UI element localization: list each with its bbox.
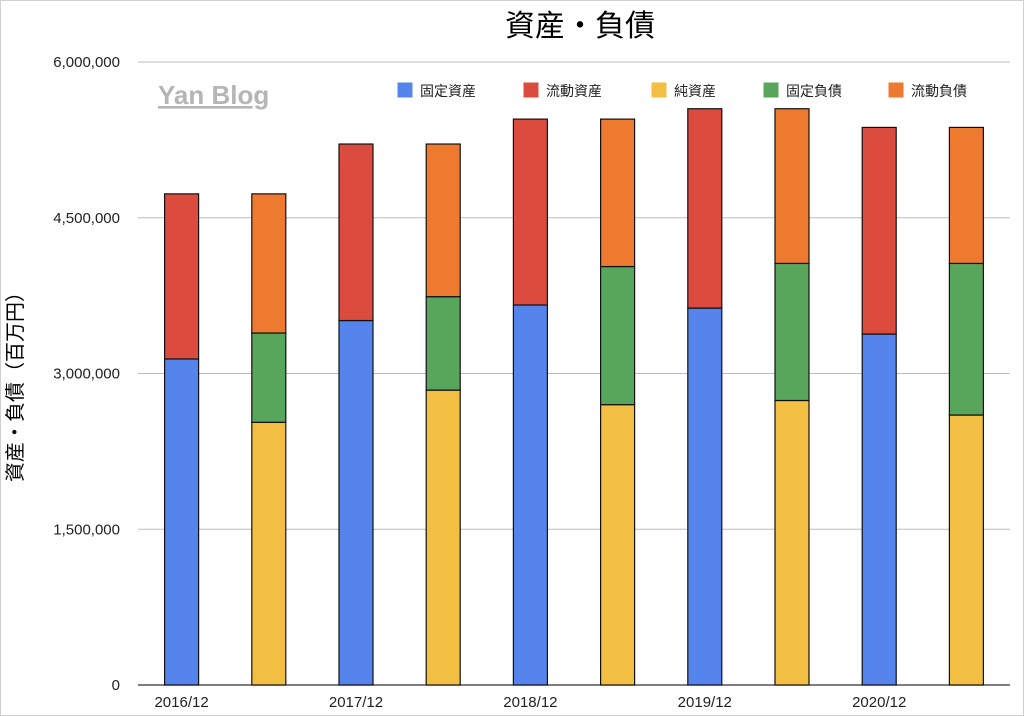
legend-swatch <box>523 82 539 98</box>
x-tick-layer: 2016/12 2017/12 2018/12 2019/12 2020/12 <box>154 694 906 711</box>
bar-segment <box>687 108 723 309</box>
bar-segment <box>512 118 549 306</box>
bar-stack <box>948 126 985 686</box>
bar-segment <box>425 143 461 298</box>
bar-segment <box>338 143 374 322</box>
legend-label: 流動資産 <box>546 84 602 100</box>
legend-label: 流動負債 <box>911 84 967 100</box>
legend-swatch <box>888 82 904 98</box>
bar-segment <box>774 399 810 686</box>
bar-stack <box>861 126 897 686</box>
bar-segment <box>512 304 549 686</box>
bar-segment <box>164 193 200 360</box>
y-tick-label: 4,500,000 <box>53 210 120 227</box>
bar-segment <box>251 332 287 423</box>
bar-segment <box>599 404 636 686</box>
bar-stack <box>774 108 810 686</box>
bar-segment <box>338 319 374 686</box>
legend-item: 流動負債 <box>888 82 967 100</box>
bar-stack <box>164 193 200 686</box>
legend-item: 純資産 <box>651 82 716 100</box>
y-tick-label: 0 <box>112 677 120 694</box>
x-tick-label: 2016/12 <box>154 694 208 711</box>
bar-segment <box>251 421 287 686</box>
bar-segment <box>774 108 810 265</box>
x-tick-label: 2020/12 <box>852 694 906 711</box>
bar-segment <box>164 358 200 686</box>
bar-segment <box>948 126 985 265</box>
bar-segment <box>425 296 461 391</box>
bar-stack <box>338 143 374 686</box>
y-axis-label: 資産・負債（百万円） <box>3 282 27 482</box>
legend-label: 固定負債 <box>786 84 842 100</box>
legend-item: 流動資産 <box>523 82 602 100</box>
bar-segment <box>774 262 810 402</box>
chart-title: 資産・負債 <box>505 9 655 44</box>
legend-label: 純資産 <box>674 84 716 100</box>
bar-segment <box>251 193 287 334</box>
legend-swatch <box>651 82 667 98</box>
x-tick-label: 2017/12 <box>329 694 383 711</box>
bar-stack <box>687 108 723 686</box>
bar-segment <box>861 126 897 335</box>
legend-item: 固定負債 <box>763 82 842 100</box>
watermark-text: Yan Blog <box>158 80 269 110</box>
y-tick-label: 1,500,000 <box>53 521 120 538</box>
bar-segment <box>599 118 636 268</box>
legend-swatch <box>763 82 779 98</box>
legend-swatch <box>397 82 413 98</box>
bar-stack <box>512 118 549 686</box>
legend: 固定資産 流動資産 純資産 固定負債 流動負債 <box>397 82 967 100</box>
bar-segment <box>687 307 723 686</box>
bar-segment <box>425 389 461 686</box>
y-tick-label: 6,000,000 <box>53 54 120 71</box>
bar-stack <box>425 143 461 686</box>
legend-label: 固定資産 <box>420 84 476 100</box>
bar-stack <box>251 193 287 686</box>
bar-stack <box>599 118 636 686</box>
bar-segment <box>948 414 985 686</box>
bar-segment <box>948 262 985 416</box>
bar-segment <box>599 265 636 406</box>
y-tick-layer: 0 1,500,000 3,000,000 4,500,000 6,000,000 <box>53 54 120 694</box>
bar-layer <box>164 108 985 686</box>
x-tick-label: 2018/12 <box>503 694 557 711</box>
bar-segment <box>861 333 897 686</box>
x-tick-label: 2019/12 <box>678 694 732 711</box>
y-tick-label: 3,000,000 <box>53 366 120 383</box>
legend-item: 固定資産 <box>397 82 476 100</box>
